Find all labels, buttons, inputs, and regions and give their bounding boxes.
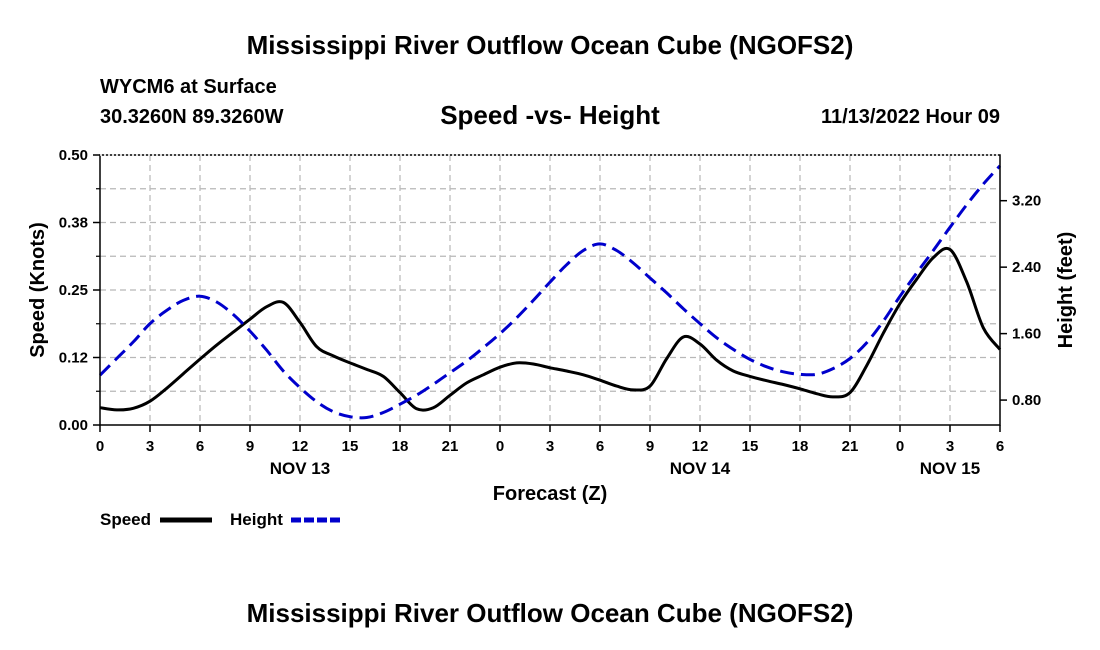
- x-tick-label: 0: [496, 438, 504, 455]
- forecast-datetime: 11/13/2022 Hour 09: [820, 106, 1000, 128]
- x-tick-label: 0: [896, 438, 904, 455]
- legend-height-label: Height: [230, 510, 283, 529]
- x-tick-label: 3: [146, 438, 154, 455]
- x-tick-label: 6: [196, 438, 204, 455]
- y-tick-label-left: 0.12: [59, 350, 88, 367]
- day-label: NOV 14: [670, 459, 731, 478]
- grid: [100, 155, 1000, 425]
- y-axis-title-left: Speed (Knots): [27, 222, 49, 358]
- y-axis-title-right: Height (feet): [1055, 232, 1077, 349]
- x-tick-label: 18: [792, 438, 809, 455]
- y-tick-label-right: 2.40: [1012, 259, 1041, 276]
- station-coordinates: 30.3260N 89.3260W: [100, 106, 284, 128]
- x-tick-label: 6: [596, 438, 604, 455]
- axes: 0 3 6 9 12 15 18 21 0 3 6 9 12 15 18 21 0 3 6 NOV 13 NOV 14 N…: [59, 147, 1041, 478]
- x-tick-label: 6: [996, 438, 1004, 455]
- y-tick-label-left: 0.50: [59, 147, 88, 164]
- y-tick-label-right: 0.80: [1012, 392, 1041, 409]
- x-tick-label: 3: [946, 438, 954, 455]
- y-tick-label-right: 1.60: [1012, 326, 1041, 343]
- legend: Speed Height: [100, 510, 343, 529]
- x-tick-label: 12: [292, 438, 309, 455]
- footer-title: Mississippi River Outflow Ocean Cube (NG…: [246, 598, 854, 628]
- x-tick-label: 12: [692, 438, 709, 455]
- x-tick-label: 9: [646, 438, 654, 455]
- series-layer: [98, 164, 1002, 420]
- station-label: WYCM6 at Surface: [100, 76, 277, 98]
- y-tick-label-left: 0.25: [59, 282, 88, 299]
- legend-speed-label: Speed: [100, 510, 151, 529]
- chart-title: Mississippi River Outflow Ocean Cube (NG…: [246, 30, 854, 60]
- x-tick-label: 9: [246, 438, 254, 455]
- y-tick-label-left: 0.38: [59, 215, 88, 232]
- chart-subtitle: Speed -vs- Height: [440, 100, 660, 130]
- x-tick-label: 21: [842, 438, 859, 455]
- y-tick-label-left: 0.00: [59, 417, 88, 434]
- day-label: NOV 15: [920, 459, 980, 478]
- x-tick-label: 21: [442, 438, 459, 455]
- x-axis-title: Forecast (Z): [493, 483, 607, 505]
- series-line-height: [98, 164, 1002, 420]
- y-tick-label-right: 3.20: [1012, 193, 1041, 210]
- day-label: NOV 13: [270, 459, 330, 478]
- x-tick-label: 15: [742, 438, 759, 455]
- x-tick-label: 18: [392, 438, 409, 455]
- x-tick-label: 0: [96, 438, 104, 455]
- x-tick-label: 15: [342, 438, 359, 455]
- x-tick-label: 3: [546, 438, 554, 455]
- series-line-speed: [99, 246, 1002, 412]
